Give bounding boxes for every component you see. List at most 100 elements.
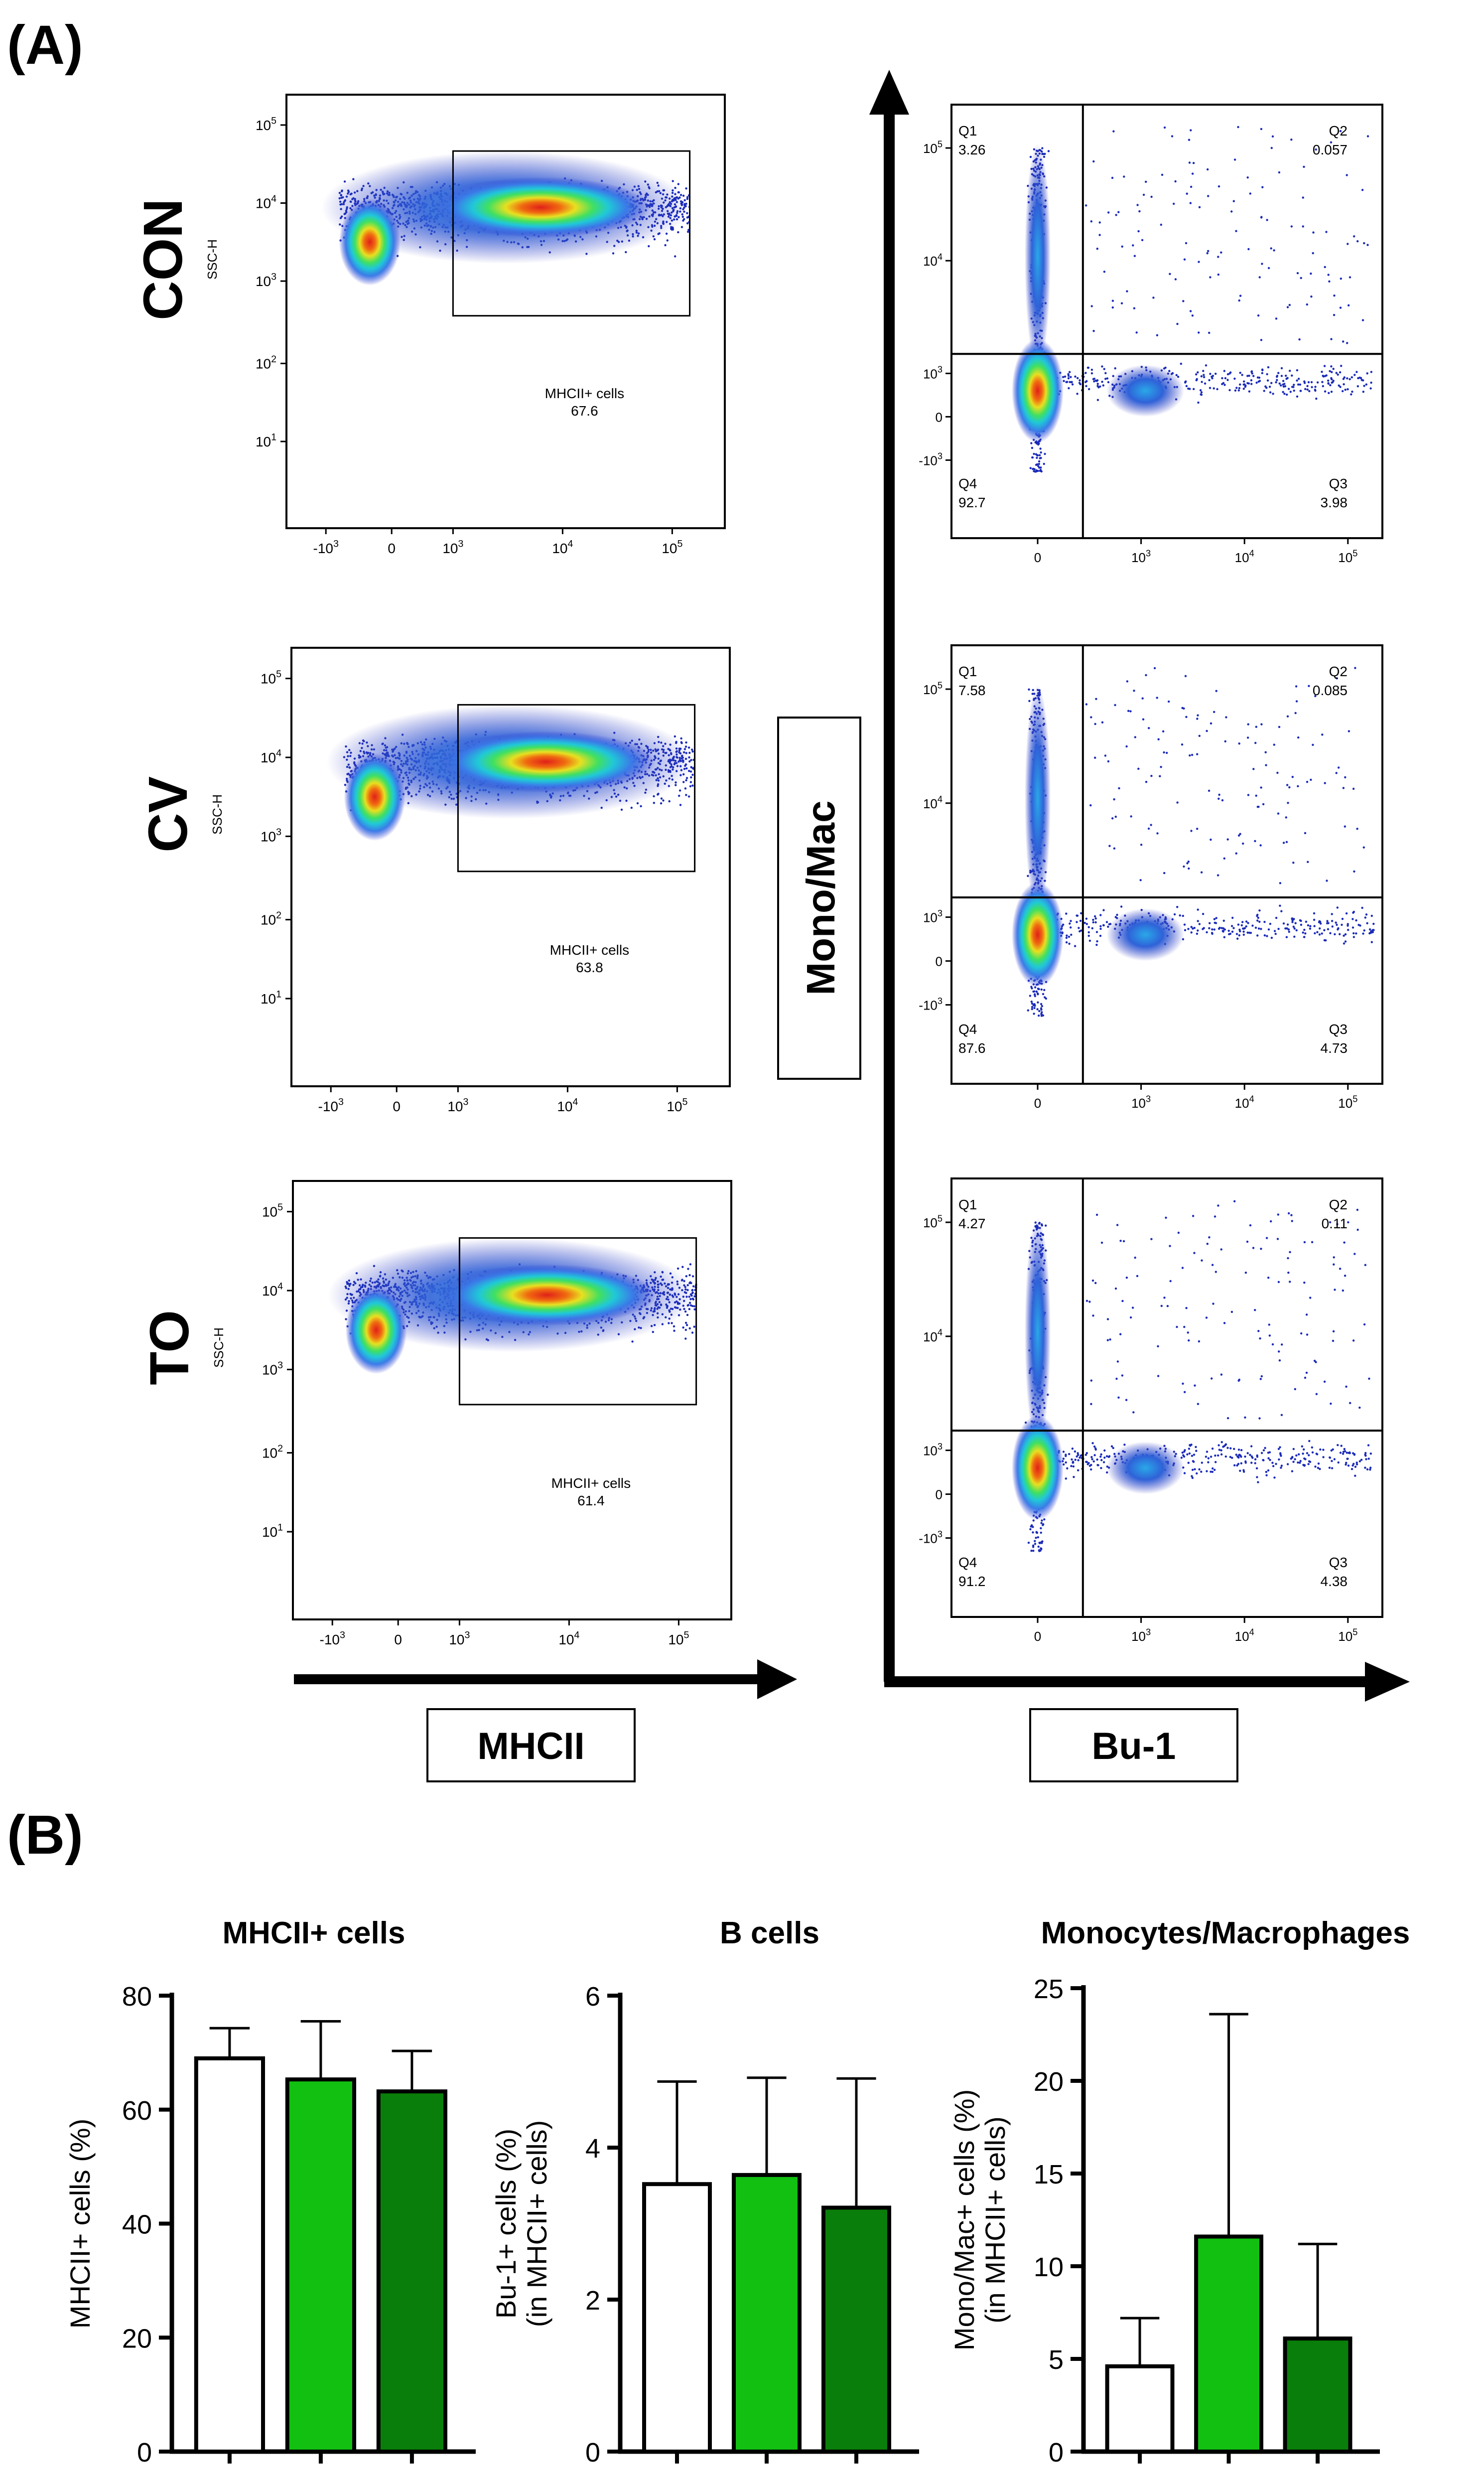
event-dot bbox=[1207, 250, 1210, 252]
event-dot bbox=[1306, 385, 1309, 387]
event-dot bbox=[1191, 172, 1194, 175]
event-dot bbox=[1093, 378, 1095, 380]
ssc-axis-label: SSC-H bbox=[205, 239, 220, 280]
event-dot bbox=[1252, 375, 1255, 377]
y-tick-label: 105 bbox=[923, 139, 943, 156]
event-dot bbox=[1145, 180, 1147, 183]
event-dot bbox=[689, 1263, 692, 1266]
y-tick-label: 104 bbox=[261, 747, 281, 765]
event-dot bbox=[1248, 390, 1251, 393]
event-dot bbox=[1206, 252, 1209, 255]
event-dot bbox=[1323, 365, 1326, 367]
event-dot bbox=[1039, 457, 1041, 459]
y-tick-label: 104 bbox=[923, 252, 943, 269]
event-dot bbox=[673, 1329, 675, 1332]
event-dot bbox=[1047, 150, 1050, 152]
event-dot bbox=[685, 187, 687, 190]
event-dot bbox=[1289, 370, 1291, 372]
event-dot bbox=[1098, 221, 1101, 224]
event-dot bbox=[1176, 322, 1179, 325]
y-tick-label: 0 bbox=[936, 410, 943, 425]
y-tick-label: 103 bbox=[923, 365, 943, 382]
event-dot bbox=[1163, 126, 1166, 129]
event-dot bbox=[1360, 379, 1363, 381]
event-dot bbox=[1272, 393, 1274, 395]
event-dot bbox=[678, 789, 681, 792]
event-dot bbox=[1312, 231, 1315, 234]
event-dot bbox=[1333, 314, 1336, 316]
event-dot bbox=[1257, 380, 1260, 383]
event-dot bbox=[1250, 370, 1253, 373]
event-dot bbox=[1239, 294, 1242, 297]
event-dot bbox=[668, 800, 671, 803]
y-tick-label: 102 bbox=[256, 354, 276, 372]
event-dot bbox=[1226, 373, 1229, 376]
event-dot bbox=[1189, 310, 1192, 312]
event-dot bbox=[660, 802, 663, 805]
row-label: CV bbox=[137, 776, 199, 853]
event-dot bbox=[680, 737, 682, 740]
event-dot bbox=[1123, 175, 1125, 178]
event-dot bbox=[1106, 377, 1109, 380]
event-dot bbox=[678, 794, 680, 797]
event-dot bbox=[630, 806, 633, 809]
event-dot bbox=[1092, 160, 1095, 163]
event-dot bbox=[1335, 372, 1338, 374]
event-dot bbox=[1278, 382, 1281, 385]
event-dot bbox=[1191, 314, 1194, 317]
event-dot bbox=[1297, 378, 1300, 380]
event-dot bbox=[1291, 374, 1293, 377]
event-dot bbox=[1043, 462, 1045, 465]
event-dot bbox=[1343, 383, 1345, 386]
y-tick-label: 102 bbox=[261, 910, 281, 928]
event-dot bbox=[686, 231, 689, 233]
x-tick-label: 103 bbox=[447, 1096, 468, 1114]
event-dot bbox=[1302, 196, 1304, 199]
event-dot bbox=[1369, 387, 1372, 390]
event-dot bbox=[1224, 377, 1227, 380]
x-tick-label: 0 bbox=[1034, 550, 1041, 565]
event-dot bbox=[681, 1266, 684, 1268]
event-dot bbox=[1217, 273, 1219, 276]
x-tick-label: 103 bbox=[449, 1629, 470, 1647]
event-dot bbox=[1101, 381, 1103, 383]
density-core-lo bbox=[344, 753, 405, 841]
x-tick-label: 0 bbox=[393, 1099, 401, 1114]
event-dot bbox=[1209, 387, 1212, 389]
event-dot bbox=[1289, 391, 1292, 393]
event-dot bbox=[1098, 234, 1101, 236]
event-dot bbox=[677, 231, 679, 234]
event-dot bbox=[687, 1268, 689, 1270]
event-dot bbox=[673, 1325, 675, 1327]
event-dot bbox=[1209, 276, 1212, 279]
event-dot bbox=[1324, 390, 1327, 393]
gate-value: 67.6 bbox=[571, 403, 598, 419]
y-tick-label: 105 bbox=[256, 115, 276, 133]
event-dot bbox=[1321, 381, 1324, 383]
event-dot bbox=[1090, 220, 1092, 223]
event-dot bbox=[1200, 375, 1203, 378]
event-dot bbox=[1246, 382, 1249, 385]
y-tick-label: 105 bbox=[262, 1202, 283, 1220]
event-dot bbox=[1195, 373, 1198, 376]
event-dot bbox=[1366, 135, 1369, 138]
event-dot bbox=[1246, 176, 1249, 179]
event-dot bbox=[1283, 393, 1286, 395]
event-dot bbox=[1188, 161, 1191, 164]
gate-value: 63.8 bbox=[576, 960, 603, 975]
event-dot bbox=[1346, 174, 1348, 176]
event-dot bbox=[1329, 370, 1331, 372]
event-dot bbox=[1186, 192, 1188, 195]
event-dot bbox=[1363, 242, 1365, 245]
event-dot bbox=[1366, 244, 1369, 246]
ssc-axis-label: SSC-H bbox=[210, 794, 225, 835]
event-dot bbox=[1189, 202, 1192, 204]
event-dot bbox=[1040, 451, 1042, 454]
event-dot bbox=[1115, 214, 1117, 216]
event-dot bbox=[1363, 385, 1365, 387]
event-dot bbox=[666, 239, 669, 242]
event-dot bbox=[1036, 456, 1038, 459]
event-dot bbox=[1226, 379, 1229, 381]
